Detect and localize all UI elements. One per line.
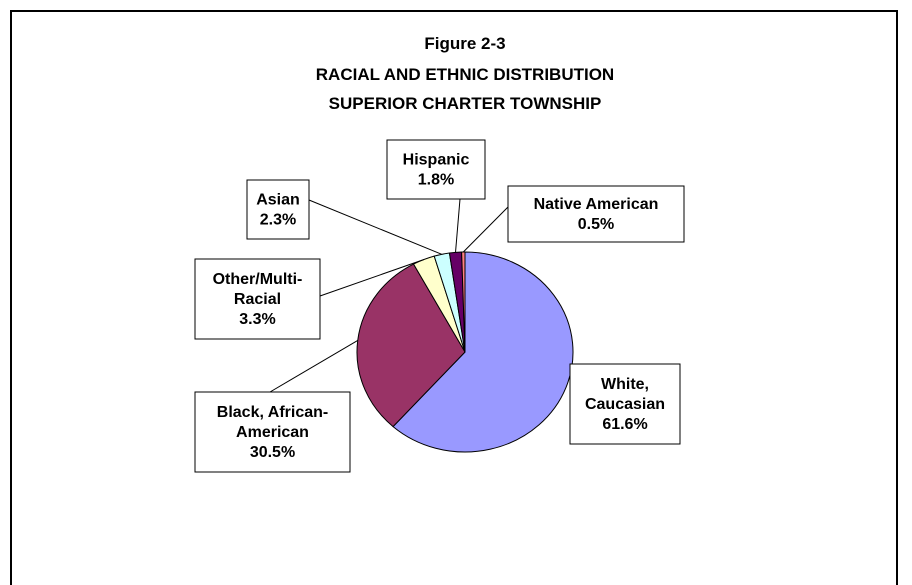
leader-line-1 (269, 339, 358, 393)
data-label-value-5: 0.5% (578, 216, 614, 233)
data-label-name-0: White, (601, 376, 649, 393)
data-label-name-3: Asian (256, 192, 300, 209)
leader-line-5 (462, 206, 509, 253)
leader-line-2 (319, 259, 424, 297)
data-label-value-0: 61.6% (602, 416, 647, 433)
data-label-name-4: Hispanic (403, 152, 470, 169)
data-label-name-0: Caucasian (585, 396, 665, 413)
data-label-value-3: 2.3% (260, 212, 296, 229)
data-label-box-1 (194, 391, 351, 473)
data-label-value-4: 1.8% (418, 172, 454, 189)
data-label-box-3 (246, 179, 310, 240)
data-label-name-2: Racial (234, 291, 281, 308)
leader-line-3 (308, 199, 442, 255)
data-label-value-1: 30.5% (250, 444, 295, 461)
chart-title-line-2: RACIAL AND ETHNIC DISTRIBUTION (316, 65, 614, 84)
chart-title-line-1: Figure 2-3 (424, 34, 505, 53)
data-label-box-0 (569, 363, 681, 445)
data-label-name-1: American (236, 424, 309, 441)
data-label-box-2 (194, 258, 321, 340)
data-label-name-1: Black, African- (217, 404, 328, 421)
data-label-box-4 (386, 139, 486, 200)
leader-line-4 (455, 198, 461, 253)
data-label-box-5 (507, 185, 685, 243)
chart-frame (10, 10, 898, 585)
data-label-name-5: Native American (534, 196, 659, 213)
data-label-value-2: 3.3% (239, 311, 275, 328)
pie-slice-0 (392, 251, 574, 453)
chart-title-line-3: SUPERIOR CHARTER TOWNSHIP (329, 94, 602, 113)
data-label-name-2: Other/Multi- (213, 271, 303, 288)
